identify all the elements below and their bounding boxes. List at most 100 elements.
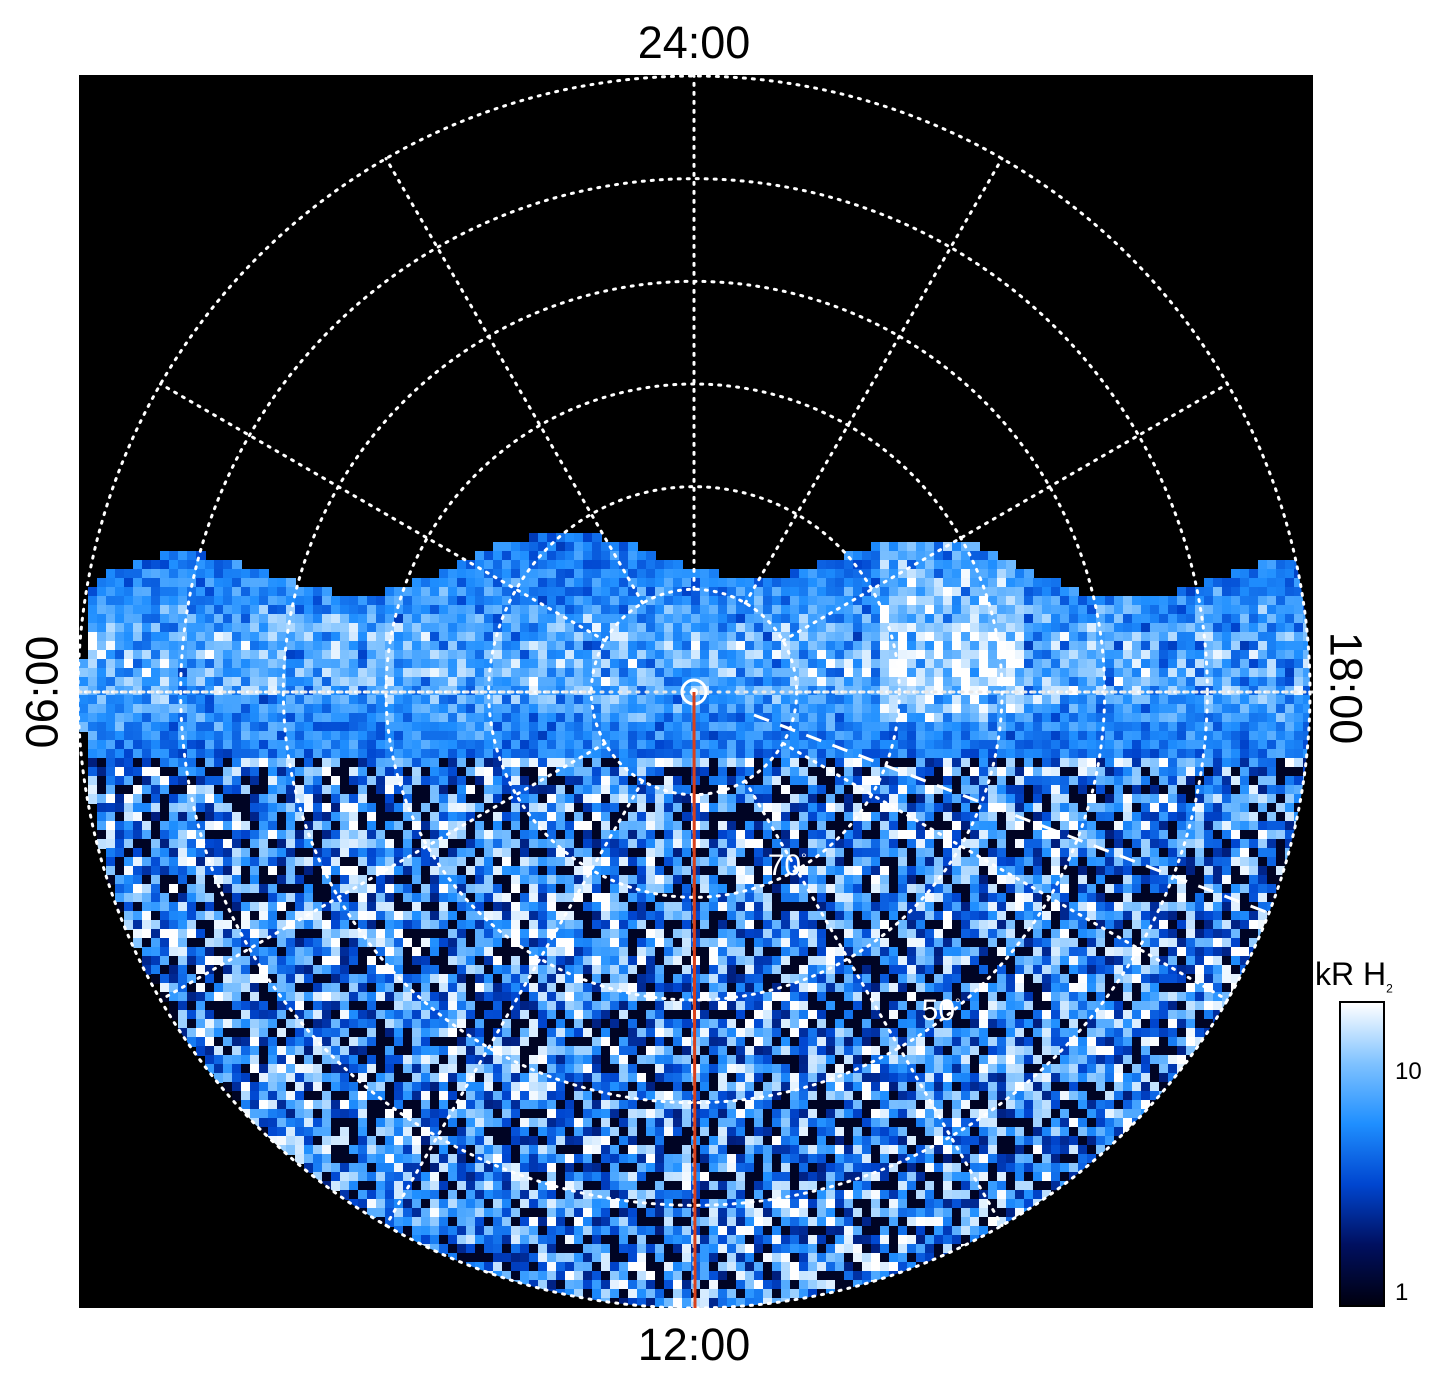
emission-cell bbox=[817, 740, 827, 750]
emission-cell bbox=[394, 830, 404, 840]
emission-cell bbox=[637, 794, 647, 804]
emission-cell bbox=[718, 749, 728, 759]
emission-cell bbox=[736, 866, 746, 876]
emission-cell bbox=[898, 605, 908, 615]
emission-cell bbox=[1249, 767, 1259, 777]
emission-cell bbox=[232, 812, 242, 822]
emission-cell bbox=[1276, 866, 1286, 876]
emission-cell bbox=[979, 875, 989, 885]
emission-cell bbox=[385, 686, 395, 696]
emission-cell bbox=[628, 893, 638, 903]
emission-cell bbox=[1069, 659, 1079, 669]
emission-cell bbox=[349, 632, 359, 642]
emission-cell bbox=[727, 875, 737, 885]
emission-cell bbox=[1249, 812, 1259, 822]
emission-cell bbox=[97, 794, 107, 804]
emission-cell bbox=[421, 722, 431, 732]
emission-cell bbox=[1195, 866, 1205, 876]
emission-cell bbox=[1105, 650, 1115, 660]
emission-cell bbox=[1303, 632, 1310, 642]
emission-cell bbox=[1258, 623, 1268, 633]
emission-cell bbox=[619, 812, 629, 822]
emission-cell bbox=[232, 893, 242, 903]
emission-cell bbox=[574, 542, 584, 552]
emission-cell bbox=[763, 875, 773, 885]
emission-cell bbox=[943, 740, 953, 750]
emission-cell bbox=[817, 848, 827, 858]
emission-cell bbox=[1303, 641, 1310, 651]
emission-cell bbox=[691, 767, 701, 777]
emission-cell bbox=[808, 821, 818, 831]
emission-cell bbox=[160, 776, 170, 786]
emission-cell bbox=[889, 623, 899, 633]
emission-cell bbox=[367, 839, 377, 849]
emission-cell bbox=[520, 695, 530, 705]
emission-cell bbox=[592, 623, 602, 633]
emission-cell bbox=[511, 866, 521, 876]
emission-cell bbox=[556, 569, 566, 579]
emission-cell bbox=[934, 875, 944, 885]
emission-cell bbox=[439, 695, 449, 705]
emission-cell bbox=[1024, 830, 1034, 840]
emission-cell bbox=[880, 659, 890, 669]
emission-cell bbox=[178, 839, 188, 849]
emission-cell bbox=[304, 740, 314, 750]
emission-cell bbox=[214, 578, 224, 588]
emission-cell bbox=[871, 623, 881, 633]
emission-cell bbox=[790, 614, 800, 624]
emission-cell bbox=[592, 749, 602, 759]
emission-cell bbox=[1267, 758, 1277, 768]
emission-cell bbox=[871, 812, 881, 822]
emission-cell bbox=[952, 794, 962, 804]
emission-cell bbox=[709, 848, 719, 858]
emission-cell bbox=[790, 659, 800, 669]
emission-cell bbox=[196, 893, 206, 903]
emission-cell bbox=[1051, 605, 1061, 615]
emission-cell bbox=[565, 875, 575, 885]
emission-cell bbox=[1186, 668, 1196, 678]
emission-cell bbox=[1159, 695, 1169, 705]
emission-cell bbox=[277, 578, 287, 588]
emission-cell bbox=[979, 668, 989, 678]
emission-cell bbox=[295, 884, 305, 894]
emission-cell bbox=[259, 875, 269, 885]
emission-cell bbox=[1024, 866, 1034, 876]
emission-cell bbox=[745, 695, 755, 705]
emission-cell bbox=[592, 848, 602, 858]
emission-cell bbox=[673, 650, 683, 660]
emission-cell bbox=[1141, 623, 1151, 633]
emission-cell bbox=[322, 731, 332, 741]
emission-cell bbox=[475, 560, 485, 570]
emission-cell bbox=[448, 749, 458, 759]
emission-cell bbox=[889, 821, 899, 831]
emission-cell bbox=[574, 704, 584, 714]
emission-cell bbox=[115, 650, 125, 660]
emission-cell bbox=[358, 884, 368, 894]
emission-cell bbox=[538, 785, 548, 795]
emission-cell bbox=[106, 641, 116, 651]
emission-cell bbox=[286, 821, 296, 831]
emission-cell bbox=[304, 713, 314, 723]
emission-cell bbox=[682, 875, 692, 885]
emission-cell bbox=[619, 830, 629, 840]
emission-cell bbox=[295, 794, 305, 804]
emission-cell bbox=[151, 578, 161, 588]
emission-cell bbox=[376, 650, 386, 660]
emission-cell bbox=[331, 893, 341, 903]
emission-cell bbox=[619, 578, 629, 588]
emission-cell bbox=[799, 740, 809, 750]
emission-cell bbox=[1285, 713, 1295, 723]
emission-cell bbox=[745, 740, 755, 750]
emission-cell bbox=[1168, 803, 1178, 813]
emission-cell bbox=[745, 884, 755, 894]
emission-cell bbox=[187, 803, 197, 813]
emission-cell bbox=[1132, 884, 1142, 894]
emission-cell bbox=[1132, 866, 1142, 876]
emission-cell bbox=[376, 803, 386, 813]
emission-cell bbox=[1258, 686, 1268, 696]
emission-cell bbox=[961, 830, 971, 840]
emission-cell bbox=[871, 578, 881, 588]
emission-cell bbox=[1204, 794, 1214, 804]
emission-cell bbox=[277, 659, 287, 669]
emission-cell bbox=[1204, 713, 1214, 723]
